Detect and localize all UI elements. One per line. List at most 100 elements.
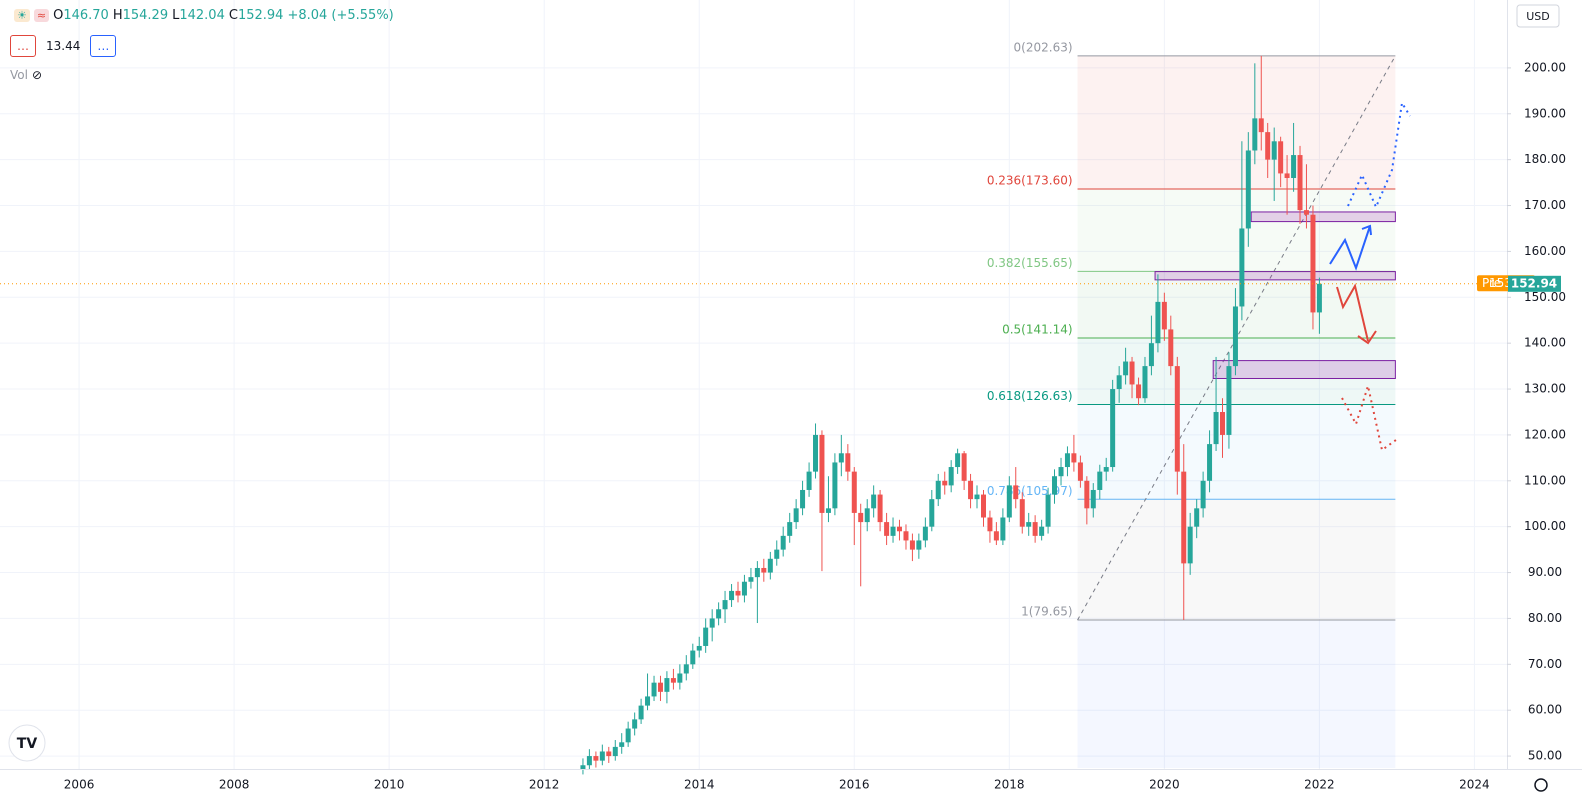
candle-body [729, 590, 735, 601]
y-tick-label: 140.00 [1524, 336, 1566, 350]
arrow-up [1329, 225, 1371, 271]
candle-body [974, 494, 980, 500]
candle-body [793, 508, 799, 523]
y-tick-label: 130.00 [1524, 382, 1566, 396]
candle-body [1006, 485, 1012, 518]
y-tick-label: 50.00 [1528, 749, 1562, 763]
candle-body [1219, 411, 1225, 435]
hide-icon[interactable]: ⊘ [31, 68, 43, 82]
x-tick-label: 2024 [1459, 778, 1490, 792]
fib-band [1077, 404, 1396, 500]
candle-body [612, 746, 618, 757]
candle-body [677, 673, 683, 683]
x-tick-label: 2014 [684, 778, 715, 792]
candle-body [1077, 462, 1083, 481]
candle-body [813, 434, 819, 472]
candle-body [1090, 489, 1096, 509]
candle-body [625, 728, 631, 743]
candle-body [806, 471, 812, 490]
candle-body [922, 526, 928, 541]
ohlc-value: 146.70 [63, 8, 109, 23]
candle-body [657, 682, 663, 692]
arrow-down [1336, 283, 1369, 342]
candle-body [877, 494, 883, 523]
currency: USD [1526, 10, 1550, 23]
candle-body [1239, 228, 1245, 307]
candle-body [683, 664, 689, 674]
fib-label: 1(79.65) [1021, 605, 1072, 619]
candle-body [754, 567, 760, 578]
candle-body [1284, 173, 1290, 179]
currency-button[interactable]: USD [1516, 4, 1560, 28]
zone [1250, 211, 1396, 223]
arrow-head [1357, 330, 1377, 345]
zone [1212, 360, 1396, 379]
candle-body [664, 678, 670, 692]
ohlc-value: 152.94 [237, 8, 284, 23]
candle-body [942, 480, 948, 486]
ohlc-value: 142.04 [179, 8, 225, 23]
y-tick-label: 100.00 [1524, 519, 1566, 533]
fib-band [1077, 620, 1396, 768]
candle-body [787, 522, 793, 536]
candle-body [955, 453, 961, 468]
price-tag [1508, 275, 1561, 292]
ohlc-key: L [172, 8, 180, 23]
candle-body [1155, 301, 1161, 344]
axis-border [1507, 0, 1508, 770]
tv-logo: TV [8, 724, 46, 762]
candle-body [1148, 343, 1154, 367]
x-tick-label: 2006 [64, 778, 95, 792]
indicator-button[interactable]: … [90, 35, 117, 57]
candle-body [774, 549, 780, 559]
candle-body [864, 508, 870, 523]
x-tick-label: 2012 [529, 778, 560, 792]
candle-body [993, 531, 999, 541]
price-tag-value: 152.94 [1511, 276, 1557, 290]
fib-band [1077, 189, 1396, 272]
candle-body [1032, 522, 1038, 536]
candle-body [1161, 301, 1167, 330]
candle-body [1168, 329, 1174, 367]
candle-body [948, 467, 954, 486]
ohlc-key: C [228, 8, 238, 23]
fib-label: 0.786(105.97) [987, 484, 1073, 498]
candle-body [1258, 118, 1264, 133]
candle-body [1174, 366, 1180, 472]
candle-body [748, 577, 754, 582]
indicator-button[interactable]: … [10, 35, 36, 57]
x-tick-label: 2016 [839, 778, 870, 792]
volume-row: Vol ⊘ [10, 68, 42, 82]
candle-body [735, 590, 741, 596]
candle-body [1194, 508, 1200, 527]
y-tick-label: 110.00 [1524, 473, 1566, 487]
indicator-row: … 13.44 … [10, 35, 117, 57]
symbol-icon: ≈ [33, 9, 50, 22]
x-tick-label: 2018 [994, 778, 1025, 792]
candle-body [1316, 283, 1322, 313]
candle-body [741, 581, 747, 596]
y-tick-label: 180.00 [1524, 152, 1566, 166]
candle-body [1226, 366, 1232, 435]
candle-body [1310, 214, 1316, 313]
y-tick-label: 120.00 [1524, 427, 1566, 441]
candle-body [1232, 306, 1238, 367]
indicator-value: 13.44 [46, 39, 81, 53]
candle-body [1245, 150, 1251, 229]
candle-body [632, 719, 638, 729]
candle-body [651, 682, 657, 697]
candle-body [961, 453, 967, 481]
fib-label: 0.5(141.14) [1002, 322, 1072, 336]
candle-body [1181, 471, 1187, 564]
settings-icon[interactable] [1534, 778, 1548, 792]
candle-body [703, 627, 709, 646]
candle-body [903, 531, 909, 541]
candle-body [1136, 384, 1142, 399]
candle-body [1084, 480, 1090, 509]
y-tick-label: 200.00 [1524, 60, 1566, 74]
candle-body [1252, 118, 1258, 151]
candle-body [1142, 366, 1148, 399]
candle-body [599, 751, 605, 761]
candle-body [916, 540, 922, 550]
